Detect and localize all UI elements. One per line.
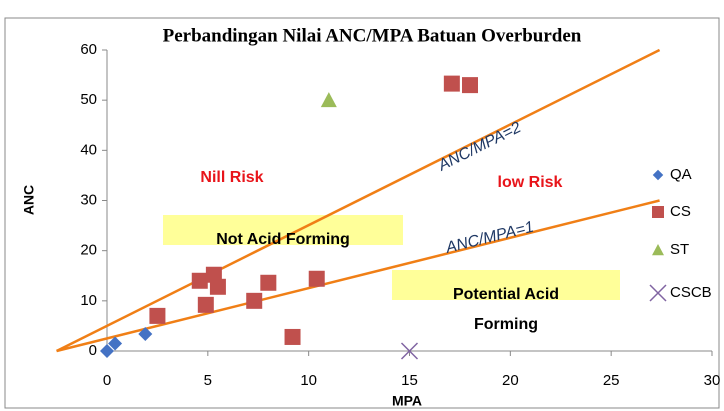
reference-label: ANC/MPA=1 <box>443 219 535 258</box>
x-tick-label: 5 <box>204 372 212 389</box>
chart-frame <box>4 17 720 409</box>
point <box>320 92 337 108</box>
point <box>100 344 114 358</box>
reference-label: ANC/MPA=2 <box>435 119 524 175</box>
y-axis-title: ANC <box>21 185 37 215</box>
x-tick-label: 15 <box>401 372 418 389</box>
point <box>308 270 325 287</box>
legend-marker <box>652 244 664 256</box>
highlight-box <box>163 215 403 245</box>
y-tick-label: 60 <box>80 41 97 58</box>
legend-marker <box>649 284 667 302</box>
chart-title: Perbandingan Nilai ANC/MPA Batuan Overbu… <box>163 25 582 46</box>
reference-line <box>56 199 660 353</box>
legend-label: QA <box>670 166 692 183</box>
point <box>149 307 166 324</box>
point <box>462 77 478 94</box>
highlight-box <box>392 270 620 300</box>
y-tick-label: 20 <box>80 242 97 259</box>
x-tick-label: 20 <box>502 372 519 389</box>
point <box>191 272 208 289</box>
annotation: Forming <box>474 316 538 333</box>
x-axis-title: MPA <box>392 393 422 409</box>
x-tick-label: 25 <box>603 372 620 389</box>
y-tick-label: 10 <box>80 292 97 309</box>
point <box>284 328 301 345</box>
annotation: low Risk <box>498 174 563 191</box>
y-tick-label: 50 <box>80 91 97 108</box>
annotation: Potential Acid <box>453 286 559 303</box>
legend-label: ST <box>670 241 689 258</box>
point <box>138 326 153 341</box>
y-tick-label: 30 <box>80 191 97 208</box>
legend-marker <box>652 169 664 181</box>
point <box>260 274 277 291</box>
x-tick-label: 0 <box>103 372 111 389</box>
point <box>209 278 226 295</box>
legend-label: CSCB <box>670 284 712 301</box>
legend-label: CS <box>670 203 691 220</box>
y-tick-label: 40 <box>80 141 97 158</box>
legend-marker <box>652 206 664 218</box>
x-tick-label: 10 <box>300 372 317 389</box>
annotation: Nill Risk <box>200 169 263 186</box>
y-tick-label: 0 <box>89 342 97 359</box>
annotation: Not Acid Forming <box>216 231 350 248</box>
point <box>108 336 123 351</box>
point <box>400 342 419 360</box>
x-tick-label: 30 <box>704 372 721 389</box>
point <box>246 292 263 309</box>
point <box>205 266 222 283</box>
reference-line <box>56 48 661 353</box>
point <box>197 296 214 313</box>
point <box>443 75 460 92</box>
